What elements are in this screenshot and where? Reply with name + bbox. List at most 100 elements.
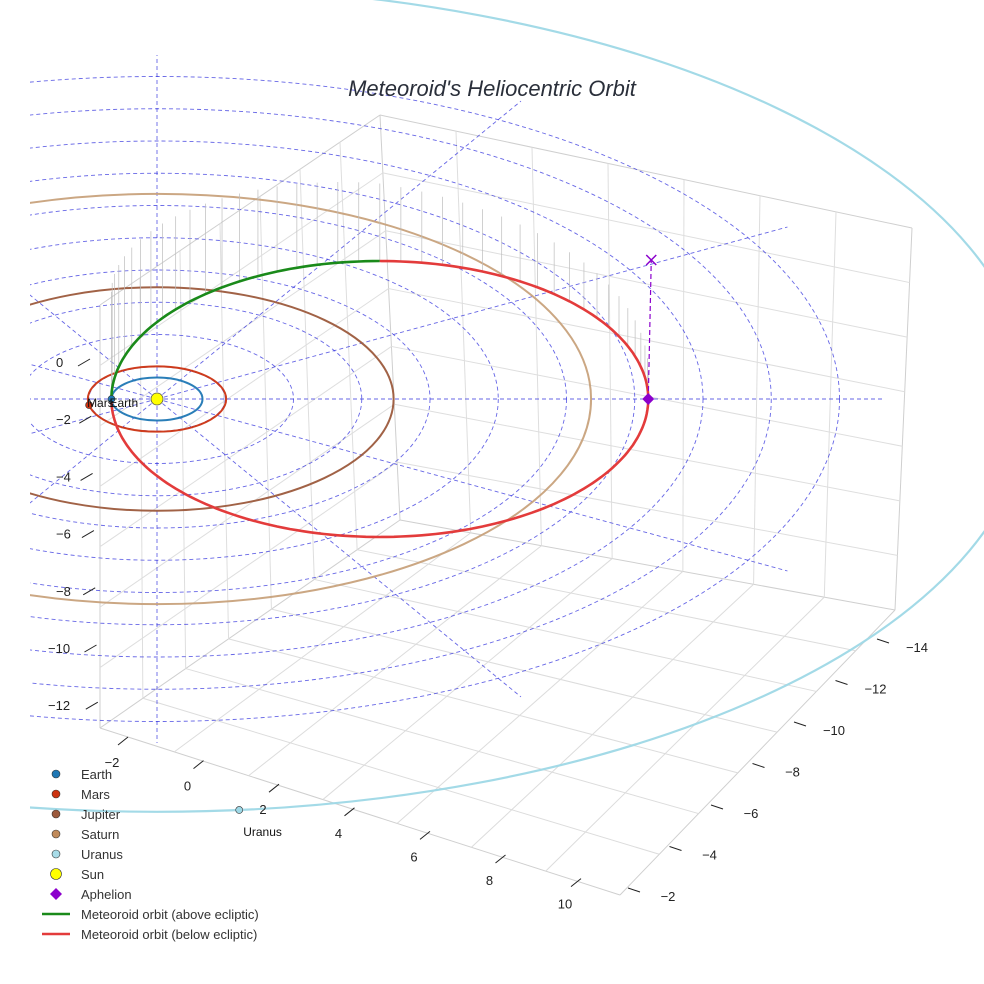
wall-grid-line bbox=[394, 403, 900, 502]
x-tick-label: 6 bbox=[410, 849, 417, 864]
legend-item: Saturn bbox=[51, 827, 119, 842]
x-tick-label: 2 bbox=[259, 802, 266, 817]
earth-marker bbox=[107, 395, 116, 403]
legend-item: Uranus bbox=[51, 847, 123, 862]
wall-grid-line bbox=[455, 131, 472, 533]
aphelion-projection-line bbox=[647, 259, 652, 400]
aphelion-marker bbox=[642, 393, 655, 405]
legend-label: Aphelion bbox=[81, 887, 132, 902]
y-tick-label: −14 bbox=[906, 640, 928, 655]
floor-grid-line bbox=[142, 697, 660, 855]
wall-grid-line bbox=[397, 461, 898, 556]
x-tick-mark bbox=[570, 878, 582, 887]
legend-swatch bbox=[51, 769, 61, 779]
box-edge bbox=[379, 114, 913, 229]
x-tick-mark bbox=[117, 736, 129, 746]
legend-swatch bbox=[51, 789, 61, 799]
planet-orbits bbox=[30, 0, 984, 813]
ecliptic-grid-radial bbox=[156, 398, 788, 572]
y-tick-mark bbox=[835, 680, 848, 685]
sun-marker bbox=[150, 392, 164, 406]
wall-grid-line bbox=[382, 172, 910, 284]
wall-grid-line bbox=[531, 147, 542, 546]
floor-grid-line bbox=[228, 638, 738, 774]
floor-grid-line bbox=[471, 583, 754, 848]
legend-swatch bbox=[51, 849, 61, 859]
z-tick-label: 0 bbox=[56, 355, 63, 370]
axis-ticks: 0 −2 −4 −6 −8 −10 −12 −2 0 2 4 6 8 10 −2 −4 −6 −8 −10 −12 −1… bbox=[48, 355, 928, 912]
ecliptic-grid-radial bbox=[30, 398, 158, 504]
box-edge bbox=[894, 227, 913, 611]
floor-grid-line bbox=[396, 571, 684, 824]
wall-grid-line bbox=[99, 403, 395, 608]
legend-item: Aphelion bbox=[50, 887, 132, 902]
wall-grid-line bbox=[682, 179, 685, 572]
x-tick-mark bbox=[344, 807, 355, 817]
legend-swatch bbox=[51, 809, 61, 819]
legend-label: Meteoroid orbit (above ecliptic) bbox=[81, 907, 259, 922]
ecliptic-grid-radial bbox=[30, 398, 158, 435]
mars-marker bbox=[85, 401, 93, 409]
axes-box bbox=[99, 114, 913, 896]
chart-title: Meteoroid's Heliocentric Orbit bbox=[348, 76, 637, 101]
y-tick-label: −4 bbox=[702, 848, 717, 863]
jupiter-orbit bbox=[30, 286, 395, 512]
legend-label: Saturn bbox=[81, 827, 119, 842]
mars-orbit bbox=[86, 365, 228, 433]
wall-grid-line bbox=[385, 230, 908, 338]
z-tick-mark bbox=[84, 644, 97, 653]
floor-grid-line bbox=[248, 545, 542, 777]
y-tick-label: −6 bbox=[744, 806, 759, 821]
box-edge bbox=[99, 519, 401, 729]
earth-label: Earth bbox=[110, 396, 139, 410]
legend-label: Mars bbox=[81, 787, 110, 802]
x-tick-mark bbox=[419, 831, 431, 840]
legend-label: Jupiter bbox=[81, 807, 121, 822]
x-tick-label: −2 bbox=[105, 755, 120, 770]
ecliptic-grid-radial bbox=[30, 294, 158, 400]
wall-grid-line bbox=[99, 288, 389, 487]
legend-label: Sun bbox=[81, 867, 104, 882]
meteoroid-orbit-above-ecliptic bbox=[110, 259, 380, 400]
y-tick-label: −12 bbox=[864, 682, 886, 697]
z-tick-label: −10 bbox=[48, 641, 70, 656]
z-tick-label: −6 bbox=[56, 527, 71, 542]
z-tick-mark bbox=[82, 587, 96, 596]
legend-label: Uranus bbox=[81, 847, 123, 862]
x-tick-mark bbox=[268, 783, 280, 793]
wall-grid-line bbox=[388, 288, 905, 393]
y-tick-label: −8 bbox=[785, 765, 800, 780]
wall-grid-line bbox=[219, 223, 230, 639]
box-edge bbox=[379, 114, 401, 521]
ecliptic-grid-radial bbox=[30, 363, 158, 400]
z-tick-label: −2 bbox=[56, 412, 71, 427]
wall-grid-line bbox=[823, 211, 837, 598]
y-tick-label: −2 bbox=[661, 889, 676, 904]
legend-swatch bbox=[50, 888, 62, 900]
wall-grid-line bbox=[753, 195, 761, 585]
legend: Earth Mars Jupiter Saturn Uranus Sun Aphelion M… bbox=[42, 767, 259, 942]
legend-label: Meteoroid orbit (below ecliptic) bbox=[81, 927, 257, 942]
z-tick-mark bbox=[81, 530, 95, 539]
x-tick-mark bbox=[495, 854, 506, 864]
z-tick-mark bbox=[85, 701, 99, 710]
floor-grid-line bbox=[185, 668, 699, 815]
y-tick-mark bbox=[876, 638, 890, 644]
meteoroid-orbit-below-ecliptic bbox=[379, 259, 650, 400]
legend-item: Jupiter bbox=[51, 807, 121, 822]
floor-grid-line bbox=[314, 578, 817, 692]
legend-item: Meteoroid orbit (above ecliptic) bbox=[42, 907, 259, 922]
floor-grid-line bbox=[357, 549, 856, 652]
x-tick-label: 8 bbox=[486, 873, 493, 888]
y-tick-mark bbox=[710, 804, 724, 810]
box-edge bbox=[399, 519, 896, 611]
meteoroid-orbit-below-ecliptic bbox=[110, 398, 650, 539]
x-tick-mark bbox=[193, 760, 204, 769]
wall-grid-line bbox=[99, 230, 386, 427]
uranus-orbit bbox=[30, 0, 984, 813]
z-tick-label: −4 bbox=[56, 469, 71, 484]
wall-grid-line bbox=[299, 169, 315, 580]
z-tick-mark bbox=[79, 415, 92, 424]
